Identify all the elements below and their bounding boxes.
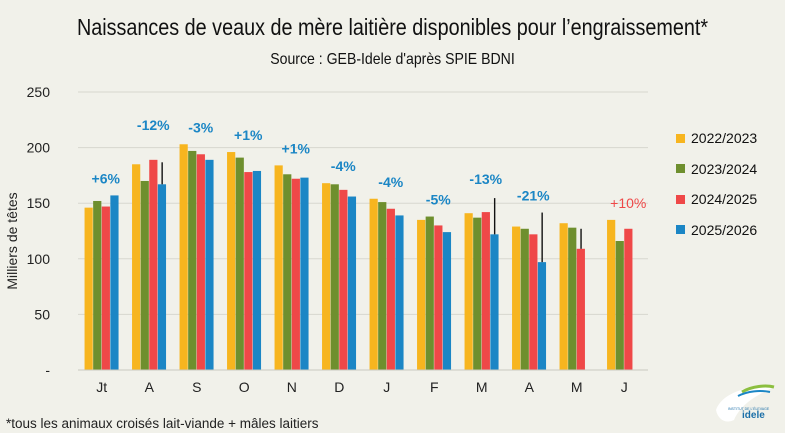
y-tick-label: 250 — [27, 84, 51, 100]
percent-change-label: +6% — [92, 170, 121, 186]
logo-text-top: INSTITUT DE L'ÉLEVAGE — [728, 406, 770, 411]
bar — [157, 184, 167, 370]
bar — [244, 172, 253, 370]
bar — [140, 180, 149, 370]
x-tick-label: O — [239, 379, 250, 395]
y-tick-label: 150 — [27, 195, 51, 211]
percent-change-label: +1% — [282, 140, 311, 156]
bar — [235, 157, 244, 370]
legend-swatch — [676, 194, 685, 204]
bar — [559, 223, 568, 370]
bar — [615, 241, 624, 370]
bar — [205, 159, 214, 370]
x-tick-label: Jt — [96, 379, 107, 395]
logo-brand: idele — [742, 410, 765, 421]
legend-item: 2023/2024 — [676, 161, 757, 177]
legend-swatch — [676, 133, 685, 143]
chart-subtitle: Source : GEB-Idele d'après SPIE BDNI — [270, 51, 515, 68]
y-tick-label: 50 — [34, 306, 50, 322]
bar — [110, 195, 119, 370]
percent-change-label: -5% — [426, 192, 451, 208]
bar — [378, 202, 387, 370]
bar — [624, 228, 633, 370]
legend-item: 2022/2023 — [676, 130, 757, 146]
bar — [300, 177, 309, 370]
x-tick-label: J — [383, 379, 390, 395]
bar — [149, 159, 158, 370]
chart-title: Naissances de veaux de mère laitière dis… — [76, 14, 709, 40]
bar — [132, 164, 141, 370]
legend-swatch — [676, 164, 685, 173]
legend-item: 2024/2025 — [676, 191, 757, 207]
y-tick-label: 200 — [27, 140, 51, 156]
legend-label: 2025/2026 — [691, 221, 758, 238]
bar — [520, 228, 529, 370]
bar — [188, 150, 197, 370]
x-tick-label: D — [334, 379, 344, 395]
legend-item: 2025/2026 — [676, 222, 757, 238]
x-tick-label: M — [476, 379, 488, 395]
legend: 2022/2023 2023/2024 2024/2025 2025/2026 — [676, 130, 757, 252]
x-tick-label: N — [287, 379, 297, 395]
legend-label: 2023/2024 — [691, 160, 758, 177]
bar — [101, 206, 110, 370]
bar — [386, 208, 395, 370]
bar — [417, 219, 426, 370]
bar — [464, 213, 473, 370]
bar — [442, 232, 452, 370]
bar — [339, 189, 348, 370]
percent-change-label: -21% — [517, 188, 550, 204]
percent-change-label: -4% — [378, 174, 403, 190]
x-tick-label: M — [571, 379, 583, 395]
percent-change-label: +10% — [610, 195, 646, 211]
x-tick-label: S — [192, 379, 201, 395]
bar — [227, 152, 236, 370]
bar — [537, 262, 547, 370]
bar — [274, 165, 283, 370]
y-axis-label: Milliers de têtes — [4, 192, 20, 289]
bar — [283, 174, 292, 370]
x-tick-label: A — [525, 379, 535, 395]
bar — [330, 184, 339, 370]
bar — [512, 226, 521, 370]
bar — [576, 248, 585, 370]
bar — [481, 212, 490, 370]
bar — [93, 200, 102, 370]
bar — [568, 227, 577, 370]
bar — [529, 234, 538, 370]
bar — [434, 225, 443, 370]
bar — [322, 183, 331, 370]
bar — [607, 219, 616, 370]
bar — [490, 234, 499, 370]
y-tick-label: 100 — [27, 251, 51, 267]
idele-logo: INSTITUT DE L'ÉLEVAGE idele — [716, 384, 775, 422]
x-tick-label: J — [621, 379, 628, 395]
bar — [473, 217, 482, 370]
legend-label: 2022/2023 — [691, 130, 758, 146]
percent-change-label: -3% — [188, 119, 213, 135]
bar — [179, 144, 188, 370]
footnote: *tous les animaux croisés lait-viande + … — [6, 416, 319, 431]
bar — [252, 170, 262, 370]
bar — [196, 154, 205, 370]
bar — [425, 216, 434, 370]
bar — [291, 178, 300, 370]
bar — [369, 198, 378, 370]
y-tick-label: - — [45, 362, 50, 378]
x-tick-label: F — [430, 379, 439, 395]
x-tick-label: A — [145, 379, 155, 395]
bar — [395, 215, 404, 370]
percent-change-label: +1% — [234, 127, 263, 143]
percent-change-label: -12% — [137, 117, 170, 133]
legend-swatch — [676, 225, 685, 234]
legend-label: 2024/2025 — [691, 191, 758, 207]
percent-change-label: -13% — [469, 171, 502, 187]
bar — [347, 196, 357, 370]
bar — [84, 207, 93, 370]
percent-change-label: -4% — [331, 158, 356, 174]
